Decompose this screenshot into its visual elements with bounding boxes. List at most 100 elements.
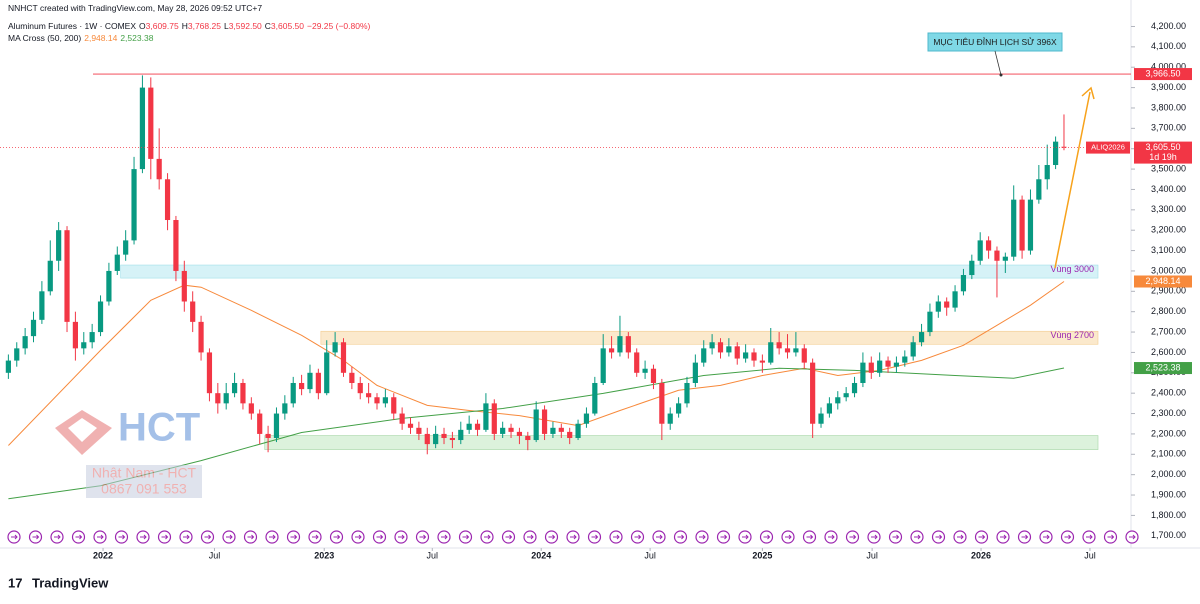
candle-body (910, 342, 916, 357)
x-tick-label: Jul (1084, 550, 1096, 560)
ohlc-label: L (223, 21, 229, 31)
candle-body (902, 356, 908, 363)
x-tick-label: 2022 (93, 550, 113, 560)
candle-body (583, 413, 590, 424)
event-icon-glyph (957, 534, 964, 540)
y-tick-label: 3,300.00 (1151, 204, 1186, 214)
candle-body (969, 260, 975, 276)
y-tick-label: 3,800.00 (1151, 102, 1186, 112)
candle-body (458, 429, 464, 441)
candle-body (123, 240, 129, 255)
candle-body (676, 403, 682, 414)
logo-text: HCT (118, 406, 200, 450)
y-tick-label: 2,900.00 (1151, 286, 1186, 296)
event-icon-glyph (462, 534, 470, 540)
y-tick-label: 4,200.00 (1151, 21, 1186, 31)
candle-body (223, 393, 229, 404)
candle-body (1044, 165, 1050, 180)
candle-body (500, 427, 506, 434)
event-icon-glyph (118, 534, 126, 540)
candle-body (483, 403, 489, 430)
event-icon-glyph (699, 534, 706, 540)
candle-body (625, 336, 631, 353)
event-icon-glyph (11, 534, 18, 540)
event-icon-glyph (441, 534, 448, 540)
y-tick-label: 2,800.00 (1151, 306, 1186, 316)
event-icon-glyph (591, 534, 599, 540)
event-icon-glyph (226, 534, 233, 540)
event-icon-glyph (75, 534, 83, 540)
candle-body (399, 413, 405, 424)
event-icon-glyph (54, 534, 61, 540)
ohlc-label: C (264, 21, 271, 31)
candle-body (307, 372, 313, 390)
candle-body (985, 240, 992, 251)
candle-body (851, 382, 858, 394)
event-icon-glyph (656, 534, 663, 540)
event-icon-glyph (806, 534, 814, 540)
candle-body (416, 427, 422, 434)
y-tick-label: 1,700.00 (1151, 530, 1186, 540)
indicator-line: MA Cross (50, 200) 2,948.14 2,523.38 (8, 33, 156, 43)
candle-body (650, 368, 657, 383)
event-icon-glyph (97, 534, 104, 540)
y-tick-label: 2,100.00 (1151, 449, 1186, 459)
y-tick-label: 2,600.00 (1151, 347, 1186, 357)
candle-body (190, 301, 196, 322)
ohlc-value: 3,592.50 (228, 21, 262, 31)
event-icon-glyph (1064, 534, 1072, 540)
candle-body (366, 393, 372, 398)
candle-body (30, 319, 37, 337)
candle-body (315, 372, 321, 394)
candle-body (734, 346, 740, 359)
candle-body (826, 403, 832, 414)
candle-body (257, 413, 263, 434)
event-icon-glyph (355, 534, 362, 540)
candle-body (1061, 146, 1067, 148)
y-tick-label: 2,000.00 (1151, 469, 1186, 479)
x-tick-label: 2024 (531, 550, 551, 560)
candle-body (89, 332, 95, 343)
candle-body (801, 348, 807, 363)
annotation-dot (999, 73, 1003, 77)
y-tick-label: 2,200.00 (1151, 428, 1186, 438)
event-icon-glyph (419, 534, 427, 540)
candle-body (608, 348, 615, 353)
zone-label: Vùng 2700 (1050, 330, 1094, 340)
arrow-head (1081, 86, 1095, 100)
candle-body (525, 435, 531, 441)
candle-body (81, 342, 87, 349)
candle-body (1019, 199, 1025, 251)
candle-body (810, 362, 816, 424)
brand-logo: 17 (8, 575, 22, 590)
candle-body (717, 342, 724, 353)
candle-body (751, 352, 757, 361)
candle-body (1036, 179, 1042, 200)
candle-body (22, 336, 28, 349)
candle-body (885, 360, 891, 367)
candle-body (692, 362, 698, 383)
event-icon-glyph (376, 534, 384, 540)
event-icon-glyph (204, 534, 212, 540)
candle-body (441, 433, 447, 438)
event-icon-glyph (290, 534, 298, 540)
event-icon-glyph (978, 534, 986, 540)
event-icon-glyph (914, 534, 921, 540)
x-tick-label: Jul (209, 550, 221, 560)
event-icon-glyph (677, 534, 685, 540)
candle-body (768, 342, 774, 363)
event-icon-glyph (785, 534, 792, 540)
ma-tag (1134, 275, 1192, 288)
candle-body (231, 382, 238, 394)
candle-body (282, 403, 288, 414)
candle-body (181, 270, 187, 302)
y-tick-label: 3,000.00 (1151, 265, 1186, 275)
candle-body (273, 413, 280, 438)
indicator: MA Cross (50, 200) (8, 33, 82, 43)
candle-body (72, 321, 78, 349)
event-icon-glyph (1086, 534, 1093, 540)
candle-body (164, 179, 171, 221)
event-icon-glyph (484, 534, 491, 540)
candle-body (5, 360, 11, 373)
candle-body (1011, 199, 1017, 257)
